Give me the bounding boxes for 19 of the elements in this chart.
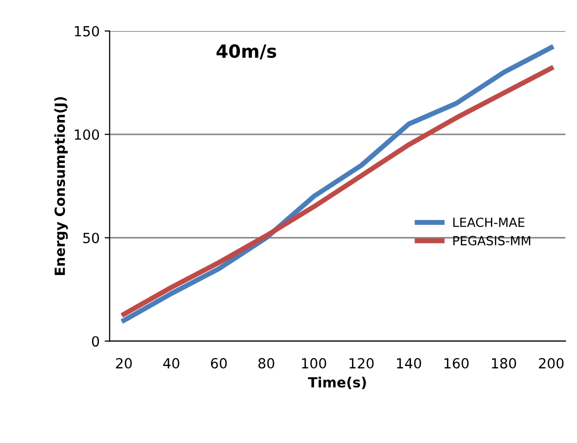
x-tick-label: 120 [350,358,374,369]
y-tick-label: 50 [83,232,99,244]
x-tick-label: 20 [116,358,132,369]
x-tick-label: 40 [163,358,180,369]
y-tick-label: 0 [92,336,99,347]
annotation: 40m/s [216,44,276,60]
x-tick-label: 60 [210,358,227,369]
legend-label: PEGASIS-MM [453,236,530,246]
legend-label: LEACH-MAE [453,218,524,228]
y-tick-label: 150 [74,26,99,36]
x-axis-title: Time(s) [308,376,366,390]
y-tick-label: 100 [74,129,99,140]
x-tick-label: 160 [444,358,469,369]
x-tick-label: 180 [492,358,516,369]
y-axis-title: Energy Consumption(J) [54,97,68,275]
x-tick-label: 80 [258,358,274,369]
x-tick-label: 200 [538,358,564,369]
x-tick-label: 100 [302,358,326,369]
x-tick-label: 140 [397,358,422,369]
